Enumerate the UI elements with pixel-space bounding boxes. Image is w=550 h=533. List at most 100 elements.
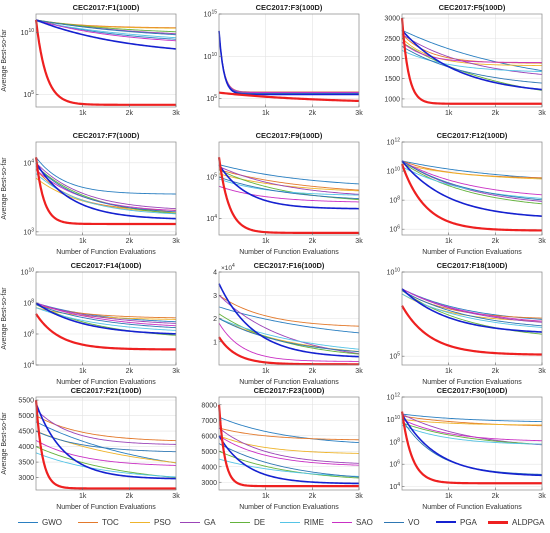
- series-line-sao: [401, 160, 543, 196]
- series-line-pso: [401, 163, 543, 180]
- y-tick-label: 1: [213, 339, 217, 346]
- series-line-de: [35, 19, 177, 33]
- x-tick-label: 2k: [309, 110, 317, 117]
- legend-label: RIME: [304, 517, 324, 527]
- series-line-rime: [218, 318, 360, 350]
- x-tick-label: 2k: [126, 368, 134, 375]
- x-tick-label: 3k: [538, 110, 546, 117]
- series-line-gwo: [35, 157, 177, 195]
- y-tick-label: 5000: [18, 413, 34, 420]
- x-axis-label: Number of Function Evaluations: [56, 379, 156, 386]
- series-line-rime: [401, 293, 543, 328]
- x-tick-label: 1k: [79, 238, 87, 245]
- y-tick-label: 1010: [387, 268, 401, 277]
- legend-swatch: [180, 521, 200, 523]
- y-tick-label: 1012: [387, 393, 401, 402]
- y-tick-label: 1012: [387, 138, 401, 147]
- x-tick-label: 1k: [79, 368, 87, 375]
- series-line-aldpga: [400, 163, 543, 232]
- plot-frame: [35, 271, 177, 366]
- chart-panel: 3000 4000 5000 6000 7000 8000 1k 2k 3k CEC2017:F2…: [201, 386, 363, 511]
- y-tick-label: 5000: [201, 449, 217, 456]
- legend: GWO TOC PSO GA DE RIME SAO VO PGA ALDPGA: [0, 510, 550, 532]
- series-line-pga: [218, 164, 360, 210]
- series-line-aldpga: [218, 91, 360, 103]
- series-line-gwo: [218, 416, 360, 444]
- plot-frame: [218, 13, 360, 108]
- x-axis-label: Number of Function Evaluations: [239, 249, 339, 256]
- legend-item-rime: RIME: [280, 516, 324, 528]
- plot-frame: [401, 396, 543, 491]
- x-axis-label: Number of Function Evaluations: [422, 504, 522, 511]
- series-line-pga: [35, 162, 177, 220]
- series-line-sao: [401, 41, 542, 63]
- series-line-sao: [401, 288, 543, 322]
- plot-frame: [218, 141, 360, 236]
- legend-label: PSO: [154, 517, 171, 527]
- series-line-aldpga: [35, 313, 176, 351]
- x-tick-label: 2k: [126, 110, 134, 117]
- series-line-gwo: [401, 413, 543, 423]
- x-axis-label: Number of Function Evaluations: [56, 249, 156, 256]
- y-tick-label: 108: [389, 196, 400, 205]
- y-tick-label: 1010: [387, 415, 401, 424]
- series-line-rime: [35, 452, 177, 478]
- series-line-aldpga: [217, 157, 359, 234]
- series-line-ga: [401, 33, 543, 75]
- series-line-sao: [35, 19, 177, 42]
- plot-frame: [35, 141, 177, 236]
- series-line-gwo: [35, 302, 177, 323]
- series-line-aldpga: [34, 19, 176, 106]
- series-line-ga: [35, 162, 177, 210]
- legend-swatch: [488, 520, 508, 524]
- y-tick-label: 104: [206, 214, 217, 223]
- y-tick-label: 6000: [201, 433, 217, 440]
- series-line-pga: [35, 19, 177, 50]
- series-line-gwo: [218, 306, 360, 334]
- chart-panel: 104 106 108 1010 1012 1k 2k 3k CEC2017:F30(100D)…: [387, 386, 547, 511]
- series-line-gwo: [401, 160, 543, 179]
- series-line-vo: [218, 318, 360, 353]
- y-tick-label: 5500: [18, 398, 34, 405]
- x-tick-label: 3k: [355, 238, 363, 245]
- chart-title: CEC2017:F18(100D): [437, 261, 508, 270]
- y-tick-label: 3000: [18, 475, 34, 482]
- series-line-sao: [401, 419, 543, 442]
- series-line-aldpga: [217, 404, 359, 488]
- y-axis-label: Average Best-so-far: [1, 157, 8, 220]
- chart-panel: 105 1010 1015 1k 2k 3k CEC2017:F3(100D): [204, 3, 364, 117]
- x-tick-label: 3k: [172, 110, 180, 117]
- series-line-pga: [401, 413, 543, 477]
- y-tick-label: 106: [389, 225, 400, 234]
- y-tick-label: 104: [23, 158, 34, 167]
- series-line-pga: [401, 160, 543, 217]
- chart-grid: 105 1010 1k 2k 3k CEC2017:F1(100D) Average Bes…: [1, 3, 547, 511]
- y-tick-label: 4500: [18, 429, 34, 436]
- series-line-sao: [35, 440, 177, 466]
- legend-swatch: [130, 521, 150, 523]
- x-tick-label: 2k: [309, 238, 317, 245]
- y-axis-label: Average Best-so-far: [1, 29, 8, 92]
- legend-swatch: [280, 521, 300, 523]
- x-tick-label: 1k: [262, 493, 270, 500]
- chart-panel: 1000 1500 2000 2500 3000 1k 2k 3k CEC2017:F5(100…: [384, 3, 546, 117]
- y-tick-label: 1015: [204, 10, 218, 19]
- x-axis-label: Number of Function Evaluations: [422, 249, 522, 256]
- chart-title: CEC2017:F12(100D): [437, 131, 508, 140]
- y-tick-label: 104: [389, 482, 400, 491]
- y-tick-label: 2: [213, 316, 217, 323]
- legend-label: DE: [254, 517, 266, 527]
- x-tick-label: 1k: [79, 110, 87, 117]
- y-tick-label: 105: [23, 90, 34, 99]
- legend-label: ALDPGA: [512, 517, 545, 527]
- series-line-aldpga: [400, 17, 542, 105]
- chart-title: CEC2017:F5(100D): [439, 3, 506, 12]
- y-tick-label: 2000: [384, 56, 400, 63]
- y-tick-label: 2500: [384, 36, 400, 43]
- x-tick-label: 1k: [445, 368, 453, 375]
- series-line-aldpga: [401, 305, 543, 356]
- series-line-rime: [35, 20, 177, 39]
- y-tick-label: 3000: [201, 480, 217, 487]
- plot-area: [36, 272, 176, 365]
- plot-area: [402, 142, 542, 235]
